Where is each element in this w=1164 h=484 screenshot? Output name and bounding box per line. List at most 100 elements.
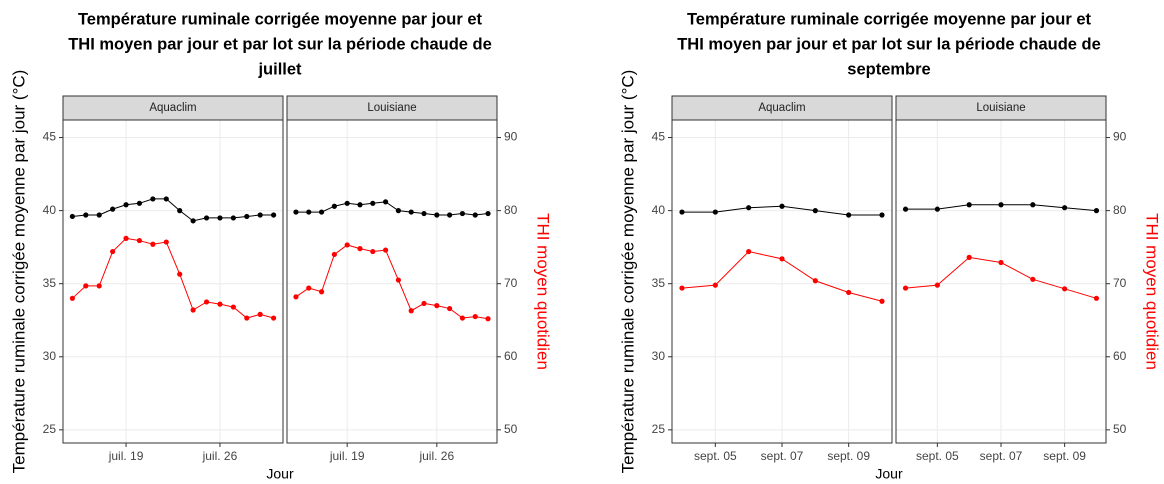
y2-tick-label: 50: [1113, 422, 1127, 436]
point: [123, 202, 129, 208]
point: [150, 196, 156, 202]
point: [177, 271, 183, 277]
point: [230, 304, 236, 310]
point: [331, 251, 337, 258]
chart-title: juillet: [257, 60, 302, 78]
point: [136, 200, 143, 206]
y-tick-label: 25: [43, 422, 57, 436]
point: [357, 246, 363, 252]
point: [110, 248, 116, 255]
point: [472, 313, 478, 320]
point: [434, 303, 440, 309]
point: [902, 285, 909, 291]
y2-tick-label: 90: [1113, 130, 1127, 144]
point: [966, 254, 972, 260]
point: [434, 212, 440, 218]
x-tick-label: sept. 05: [694, 449, 737, 463]
point: [395, 208, 402, 214]
point: [447, 305, 453, 312]
point: [998, 259, 1004, 266]
point: [485, 316, 491, 322]
y-tick-label: 40: [43, 203, 57, 217]
y-tick-label: 45: [43, 130, 57, 144]
point: [1093, 295, 1100, 301]
strip-label: Aquaclim: [758, 102, 805, 114]
x-axis-label: Jour: [875, 466, 903, 482]
point: [812, 208, 818, 214]
point: [1030, 276, 1036, 282]
point: [485, 210, 491, 217]
chart-title: THI moyen par jour et par lot sur la pér…: [677, 35, 1101, 53]
point: [257, 212, 263, 218]
point: [934, 282, 940, 288]
y-axis-label: Température ruminale corrigée moyenne pa…: [9, 70, 28, 474]
point: [746, 248, 752, 255]
point: [271, 212, 277, 218]
point: [408, 209, 414, 215]
point: [812, 278, 818, 284]
point: [459, 210, 466, 217]
point: [459, 315, 466, 321]
y-tick-label: 30: [43, 349, 57, 363]
point: [344, 242, 350, 248]
point: [163, 196, 169, 202]
y2-axis-label: THI moyen quotidien: [1143, 213, 1162, 370]
point: [69, 295, 75, 301]
y2-tick-label: 60: [1113, 349, 1127, 363]
x-tick-label: sept. 07: [761, 449, 804, 463]
point: [370, 200, 376, 206]
chart-title: Température ruminale corrigée moyenne pa…: [78, 10, 483, 28]
point: [217, 301, 223, 307]
x-tick-label: sept. 07: [980, 449, 1023, 463]
point: [203, 215, 210, 221]
point: [712, 282, 718, 288]
strip: [671, 95, 893, 121]
point: [846, 289, 852, 296]
strip: [62, 95, 284, 121]
chart-title: THI moyen par jour et par lot sur la pér…: [68, 35, 492, 53]
point: [679, 209, 685, 215]
point: [271, 315, 277, 321]
point: [357, 202, 363, 208]
point: [1062, 286, 1068, 292]
point: [163, 239, 169, 245]
point: [712, 209, 718, 215]
x-tick-label: sept. 09: [827, 449, 870, 463]
panel: [63, 120, 283, 443]
point: [1093, 208, 1100, 214]
x-axis-label: Jour: [266, 466, 294, 482]
strip-label: Aquaclim: [149, 102, 196, 114]
panel-border: [895, 119, 1107, 444]
y2-tick-label: 90: [504, 130, 518, 144]
point: [344, 200, 350, 206]
point: [318, 289, 325, 295]
point: [846, 212, 852, 218]
y-tick-label: 35: [652, 276, 666, 290]
y-tick-label: 35: [43, 276, 57, 290]
point: [421, 300, 427, 307]
panel-border: [62, 119, 284, 444]
y2-tick-label: 70: [504, 276, 518, 290]
series-line: [295, 201, 489, 216]
point: [217, 215, 223, 221]
point: [331, 203, 337, 209]
y-axis-label: Température ruminale corrigée moyenne pa…: [618, 70, 637, 474]
y-tick-label: 25: [652, 422, 666, 436]
point: [306, 285, 312, 291]
point: [779, 256, 785, 262]
strip: [286, 95, 498, 121]
point: [370, 248, 376, 255]
point: [136, 237, 143, 244]
point: [421, 210, 427, 217]
x-tick-label: juil. 19: [108, 449, 144, 463]
y2-tick-label: 60: [504, 349, 518, 363]
y-tick-label: 30: [652, 349, 666, 363]
point: [244, 213, 250, 220]
point: [293, 209, 299, 215]
y2-tick-label: 80: [504, 203, 518, 217]
point: [177, 208, 183, 214]
point: [746, 205, 752, 211]
point: [902, 206, 909, 212]
point: [203, 299, 210, 305]
point: [998, 202, 1004, 208]
